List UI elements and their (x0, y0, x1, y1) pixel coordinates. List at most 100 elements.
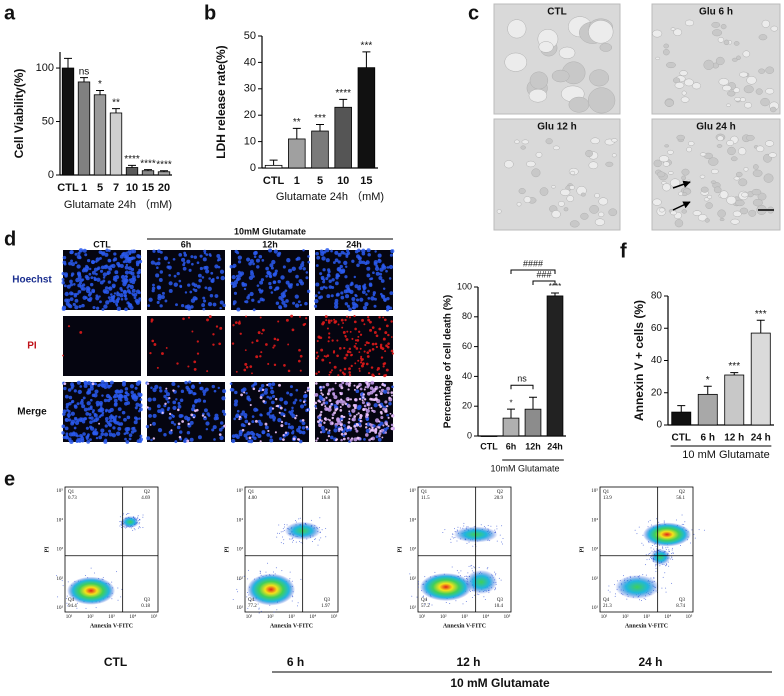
nucleus (233, 418, 236, 421)
nucleus (85, 435, 88, 438)
nucleus (179, 430, 182, 433)
pi-nucleus (336, 438, 338, 440)
pi-nucleus (382, 347, 385, 350)
nucleus (78, 440, 81, 443)
nucleus (233, 266, 236, 269)
nucleus (302, 421, 306, 425)
nucleus (197, 285, 201, 289)
cell (718, 210, 726, 218)
pi-nucleus (380, 392, 383, 395)
nucleus (117, 307, 121, 311)
nucleus (239, 432, 243, 436)
group-label: 10 mM Glutamate (450, 676, 550, 690)
pi-nucleus (243, 369, 246, 372)
nucleus (365, 433, 369, 437)
event (463, 523, 464, 524)
nucleus (284, 422, 287, 425)
event (450, 542, 451, 543)
pi-nucleus (274, 338, 277, 341)
event (128, 513, 129, 514)
fluorescence-header: 10mM Glutamate (234, 226, 306, 236)
event (656, 568, 657, 569)
cell (684, 79, 693, 86)
nucleus (259, 255, 263, 259)
pi-nucleus (369, 428, 371, 430)
pi-nucleus (320, 411, 322, 413)
nucleus (316, 256, 320, 260)
nucleus (112, 285, 115, 288)
event (615, 596, 616, 597)
event (699, 529, 700, 530)
cell (765, 141, 774, 147)
nucleus (125, 271, 129, 275)
cell (589, 162, 598, 169)
nucleus (200, 255, 203, 258)
pi-nucleus (348, 382, 351, 385)
nucleus (355, 250, 359, 254)
nucleus (174, 440, 177, 443)
pi-nucleus (372, 326, 375, 329)
event (260, 573, 261, 574)
cell (741, 192, 748, 197)
pi-nucleus (283, 415, 285, 417)
pi-nucleus (317, 437, 319, 439)
nucleus (373, 293, 376, 296)
bar (698, 394, 717, 425)
quadrant-name: Q1 (68, 490, 75, 495)
nucleus (102, 280, 105, 283)
cell (581, 213, 589, 219)
nucleus (378, 432, 381, 435)
nucleus (221, 276, 225, 280)
cell (497, 209, 501, 213)
nucleus (71, 412, 75, 416)
nucleus (299, 399, 302, 402)
cell (664, 44, 669, 48)
nucleus (113, 295, 116, 298)
nucleus (230, 265, 233, 268)
pi-nucleus (347, 350, 350, 353)
event (671, 557, 672, 558)
nucleus (279, 306, 282, 309)
event (143, 514, 144, 515)
nucleus (279, 437, 282, 440)
cell (711, 181, 716, 184)
pi-nucleus (62, 355, 64, 357)
nucleus (291, 409, 294, 412)
x-axis-label: 10mM Glutamate (490, 463, 559, 473)
nucleus (286, 258, 290, 262)
nucleus (285, 299, 289, 303)
nucleus (107, 399, 110, 402)
pi-nucleus (367, 316, 369, 318)
nucleus (96, 257, 100, 261)
cell (704, 60, 714, 70)
nucleus (104, 253, 108, 257)
nucleus (363, 438, 366, 441)
cell (682, 193, 687, 196)
nucleus (159, 278, 163, 282)
quadrant-name: Q1 (248, 490, 255, 495)
nucleus (248, 262, 252, 266)
event (127, 513, 128, 514)
nucleus (213, 303, 217, 307)
event (244, 576, 245, 577)
nucleus (285, 289, 288, 292)
nucleus (167, 401, 170, 404)
pi-nucleus (236, 371, 238, 373)
event (650, 552, 651, 553)
event (142, 517, 143, 518)
event (139, 522, 140, 523)
nucleus (183, 439, 187, 443)
nucleus (68, 418, 71, 421)
cell (749, 210, 756, 216)
pi-nucleus (235, 321, 238, 324)
event (499, 578, 500, 579)
nucleus (219, 436, 223, 440)
pi-nucleus (359, 398, 362, 401)
cell (560, 189, 570, 196)
nucleus (234, 403, 238, 407)
x-tick-label: CTL (480, 441, 498, 451)
event (651, 547, 652, 548)
nucleus (185, 291, 187, 293)
pi-nucleus (274, 364, 276, 366)
micrograph-label: CTL (547, 7, 566, 18)
